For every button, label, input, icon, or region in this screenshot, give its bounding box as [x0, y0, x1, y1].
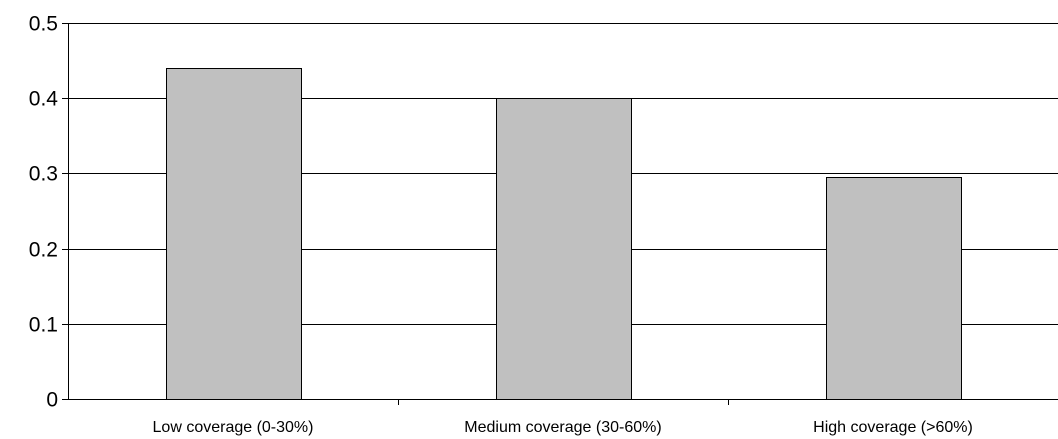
x-tick-label-2: High coverage (>60%)	[813, 419, 973, 436]
y-tick-label-0: 0	[46, 389, 58, 412]
bar-0	[166, 68, 302, 400]
y-tick-label-4: 0.4	[29, 88, 59, 111]
y-tick-label-3: 0.3	[29, 163, 58, 186]
y-tick-label-5: 0.5	[29, 13, 58, 36]
tick-labels: 0 0.1 0.2 0.3 0.4 0.5 Low coverage (0-30%) Medi…	[29, 13, 973, 437]
y-tick-label-2: 0.2	[29, 239, 58, 262]
x-tick-label-0: Low coverage (0-30%)	[153, 419, 314, 436]
x-tick-label-1: Medium coverage (30-60%)	[464, 419, 661, 436]
bar-1	[496, 98, 632, 400]
bars	[166, 68, 962, 400]
y-tick-label-1: 0.1	[29, 314, 58, 337]
bar-2	[826, 177, 962, 400]
axes	[62, 23, 1058, 405]
